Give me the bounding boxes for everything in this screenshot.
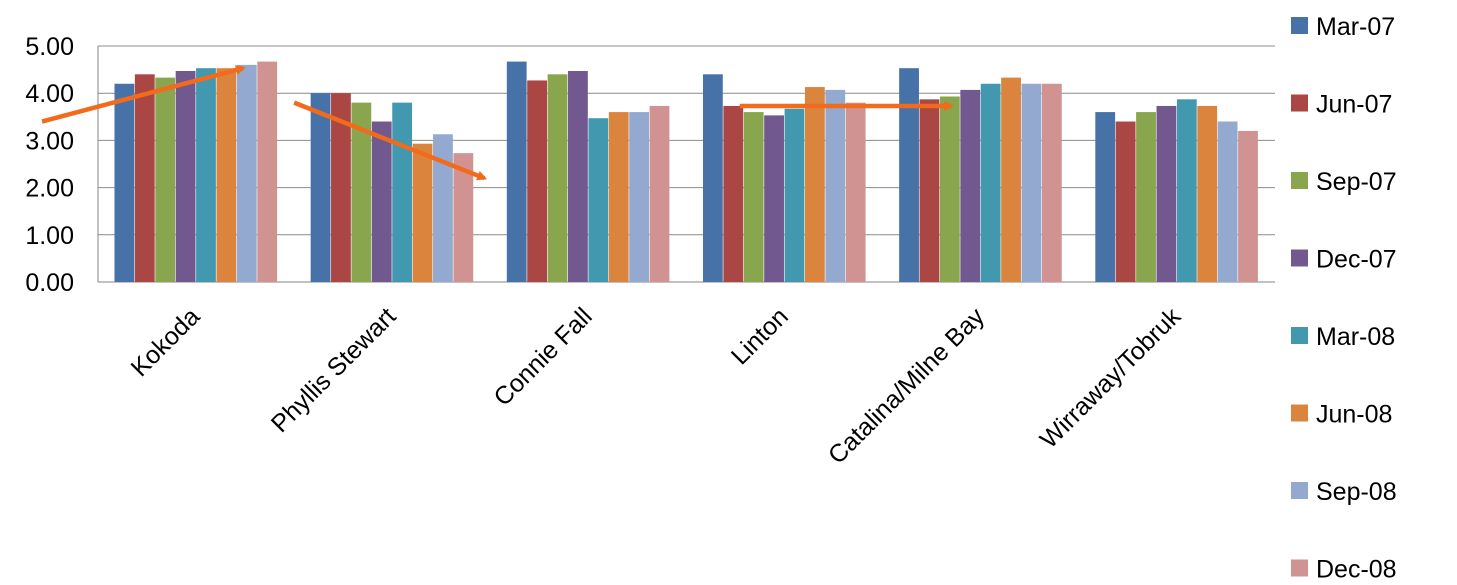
y-tick-label: 2.00	[25, 175, 74, 203]
bar-sep-07	[351, 102, 372, 282]
bar-jun-08	[1001, 77, 1021, 283]
bar-dec-07	[371, 121, 392, 283]
bar-dec-08	[1238, 130, 1258, 282]
bar-mar-07	[899, 68, 919, 283]
category-label: Kokoda	[126, 302, 206, 382]
gridlines	[98, 45, 1275, 283]
bar-mar-07	[506, 61, 527, 282]
legend-swatch	[1291, 482, 1308, 499]
bar-mar-08	[392, 102, 413, 282]
legend-label: Sep-07	[1316, 168, 1397, 196]
bar-sep-07	[155, 77, 176, 283]
bar-sep-07	[939, 96, 960, 282]
bar-sep-08	[1021, 83, 1042, 282]
bar-sep-07	[547, 74, 568, 282]
bar-dec-07	[764, 115, 784, 282]
category-label: Catalina/Milne Bay	[823, 302, 991, 470]
bar-jun-08	[804, 87, 825, 283]
bars	[114, 61, 1258, 283]
bar-jun-07	[723, 105, 744, 282]
legend-label: Jun-07	[1316, 91, 1392, 119]
legend-swatch	[1291, 404, 1308, 422]
bar-jun-07	[331, 93, 351, 282]
bar-mar-07	[1095, 112, 1116, 282]
legend-label: Mar-08	[1316, 323, 1395, 351]
x-axis: Kokoda Phyllis Stewart Connie Fall Linton Ca…	[126, 302, 1187, 470]
bar-dec-08	[1041, 83, 1062, 282]
legend-label: Jun-08	[1316, 401, 1392, 429]
bar-mar-08	[196, 68, 216, 283]
y-axis: 0.00 1.00 2.00 3.00 4.00 5.00	[25, 33, 99, 297]
bar-mar-08	[1176, 99, 1197, 282]
category-label: Phyllis Stewart	[266, 302, 402, 438]
legend-swatch	[1291, 327, 1308, 344]
bar-mar-08	[980, 83, 1001, 282]
bar-jun-08	[412, 143, 433, 282]
bar-sep-07	[1136, 112, 1156, 282]
legend-label: Dec-08	[1316, 556, 1397, 584]
bar-sep-07	[743, 112, 764, 282]
legend-swatch	[1291, 559, 1308, 577]
bar-sep-08	[825, 89, 846, 282]
bar-mar-07	[114, 83, 135, 282]
bar-sep-08	[629, 112, 650, 282]
legend-label: Dec-07	[1316, 246, 1397, 274]
bar-jun-07	[919, 99, 940, 282]
legend-swatch	[1291, 94, 1308, 112]
bar-mar-07	[702, 74, 723, 282]
bar-jun-08	[1197, 105, 1218, 282]
bar-jun-07	[1115, 121, 1136, 283]
trend-arrows	[41, 65, 954, 181]
bar-dec-08	[845, 102, 866, 282]
legend-swatch	[1291, 249, 1308, 267]
legend: Mar-07 Jun-07 Sep-07 Dec-07 Mar-08 Jun-08 Sep-…	[1291, 13, 1397, 584]
y-tick-label: 4.00	[25, 80, 74, 108]
bar-jun-08	[216, 68, 237, 283]
bar-mar-07	[310, 93, 331, 282]
y-tick-label: 0.00	[25, 269, 74, 297]
bar-dec-07	[1156, 105, 1177, 282]
bar-jun-08	[608, 112, 629, 282]
trend-arrow	[41, 65, 246, 124]
bar-jun-07	[134, 74, 155, 282]
bar-jun-07	[527, 80, 548, 283]
legend-label: Mar-07	[1316, 13, 1395, 41]
bar-sep-08	[433, 134, 453, 282]
bar-dec-07	[568, 71, 588, 283]
bar-dec-08	[257, 61, 278, 282]
bar-sep-08	[236, 64, 257, 282]
category-label: Connie Fall	[488, 302, 597, 411]
bar-dec-07	[175, 71, 196, 283]
legend-swatch	[1291, 172, 1308, 189]
bar-mar-08	[784, 108, 805, 282]
y-tick-label: 3.00	[25, 127, 74, 155]
legend-label: Sep-08	[1316, 478, 1397, 506]
bar-dec-08	[453, 153, 474, 282]
bar-dec-08	[649, 105, 670, 282]
category-label: Linton	[726, 302, 794, 370]
bar-sep-08	[1217, 121, 1238, 283]
legend-swatch	[1291, 17, 1308, 34]
bar-dec-07	[960, 89, 981, 282]
bar-mar-08	[588, 118, 609, 282]
category-label: Wirraway/Tobruk	[1035, 302, 1187, 454]
y-tick-label: 5.00	[25, 33, 74, 61]
trend-arrow	[293, 100, 488, 181]
y-tick-label: 1.00	[25, 222, 74, 250]
